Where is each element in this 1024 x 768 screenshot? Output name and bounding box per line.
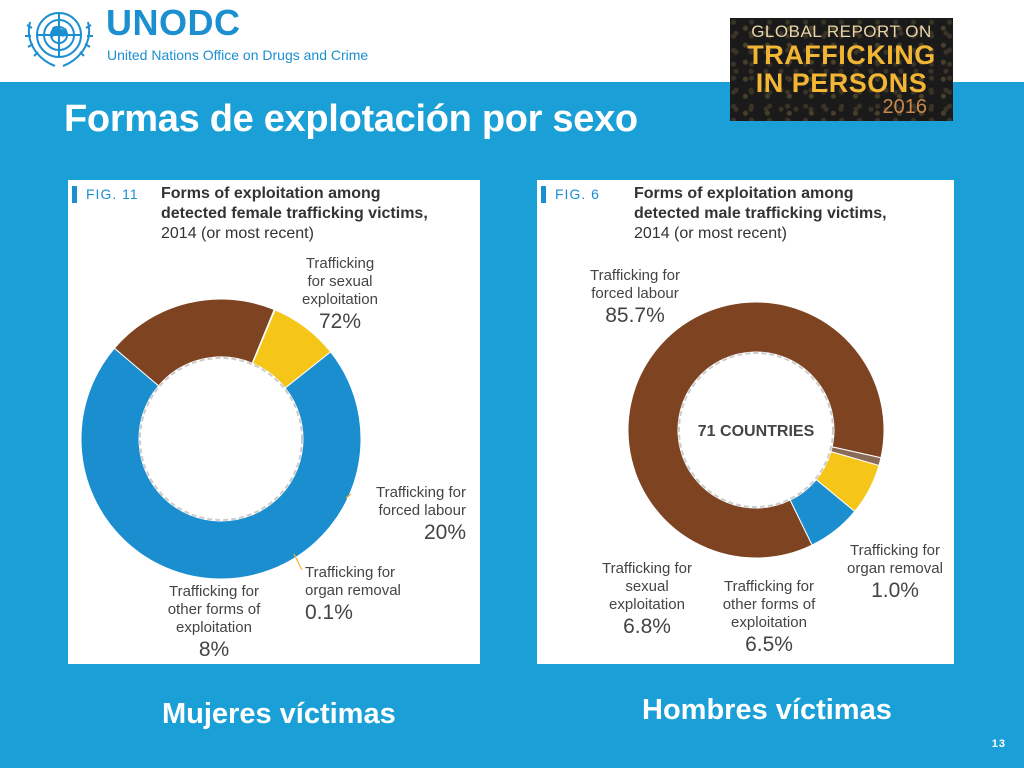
slice-label-text: Trafficking for	[602, 560, 692, 577]
female-fig-title-line2: detected female trafficking victims,	[161, 205, 428, 222]
slice-label-text: Trafficking for	[305, 564, 395, 581]
slice-label-text: Trafficking for	[169, 583, 259, 600]
leader-line	[345, 493, 352, 499]
female-fig-subtitle: 2014 (or most recent)	[161, 225, 314, 242]
donut-center-label: 71 COUNTRIES	[698, 423, 815, 440]
male-fig-title-line2: detected male trafficking victims,	[634, 205, 887, 222]
slice-label-text: exploitation	[731, 614, 807, 631]
slice-value-text: 0.1%	[305, 601, 353, 624]
slice-label-text: Trafficking for	[850, 542, 940, 559]
report-logo-line2: TRAFFICKING	[747, 40, 936, 70]
slice-label-text: sexual	[625, 578, 668, 595]
donut-inner-ring	[678, 352, 834, 508]
female-chart-panel: FIG. 11 Forms of exploitation among dete…	[68, 180, 480, 664]
un-emblem-icon	[25, 12, 93, 67]
slice-label-text: organ removal	[847, 560, 943, 577]
fig-marker	[72, 186, 77, 203]
male-caption: Hombres víctimas	[642, 694, 892, 726]
male-chart-panel: FIG. 6 Forms of exploitation among detec…	[537, 180, 954, 664]
male-fig-title: Forms of exploitation among detected mal…	[634, 184, 887, 244]
male-fig-title-line1: Forms of exploitation among	[634, 185, 854, 202]
slice-value-text: 8%	[199, 638, 229, 661]
donut-slice	[252, 309, 332, 389]
female-fig-title: Forms of exploitation among detected fem…	[161, 184, 428, 244]
male-fig-label: FIG. 6	[555, 186, 600, 202]
slice-label-text: Trafficking for	[376, 484, 466, 501]
donut-inner-ring	[139, 357, 303, 521]
female-caption: Mujeres víctimas	[162, 698, 396, 730]
report-logo: GLOBAL REPORT ON TRAFFICKING IN PERSONS …	[730, 18, 953, 121]
slice-label-text: Trafficking for	[724, 578, 814, 595]
report-logo-line3: IN PERSONS	[755, 68, 928, 98]
slice-value-text: 1.0%	[871, 579, 919, 602]
slice-label-text: Trafficking	[306, 255, 374, 272]
female-fig-title-line1: Forms of exploitation among	[161, 185, 381, 202]
fig-marker	[541, 186, 546, 203]
slide-title: Formas de explotación por sexo	[64, 98, 638, 140]
slice-value-text: 6.5%	[745, 633, 793, 656]
page-number: 13	[991, 738, 1006, 750]
leader-line	[293, 553, 303, 571]
donut-outer-ring	[626, 300, 886, 560]
org-acronym: UNODC	[106, 2, 241, 43]
female-fig-label: FIG. 11	[86, 186, 139, 202]
slice-label-text: other forms of	[723, 596, 816, 613]
slice-label-text: exploitation	[302, 291, 378, 308]
slice-value-text: 20%	[424, 521, 466, 544]
donut-slice	[80, 347, 362, 580]
slice-label-text: exploitation	[609, 596, 685, 613]
slice-label-text: other forms of	[168, 601, 261, 618]
report-logo-year: 2016	[882, 96, 928, 118]
slice-value-text: 72%	[319, 310, 361, 333]
report-logo-line1: GLOBAL REPORT ON	[751, 22, 932, 41]
slice-label-text: organ removal	[305, 582, 401, 599]
slice-label-text: for sexual	[307, 273, 372, 290]
org-name: United Nations Office on Drugs and Crime	[107, 47, 369, 63]
slice-label-text: forced labour	[591, 285, 679, 302]
male-fig-subtitle: 2014 (or most recent)	[634, 225, 787, 242]
donut-outer-ring	[79, 297, 363, 581]
slice-label-text: exploitation	[176, 619, 252, 636]
slice-value-text: 6.8%	[623, 615, 671, 638]
slice-value-text: 85.7%	[605, 304, 665, 327]
slice-label-text: Trafficking for	[590, 267, 680, 284]
slice-label-text: forced labour	[378, 502, 466, 519]
